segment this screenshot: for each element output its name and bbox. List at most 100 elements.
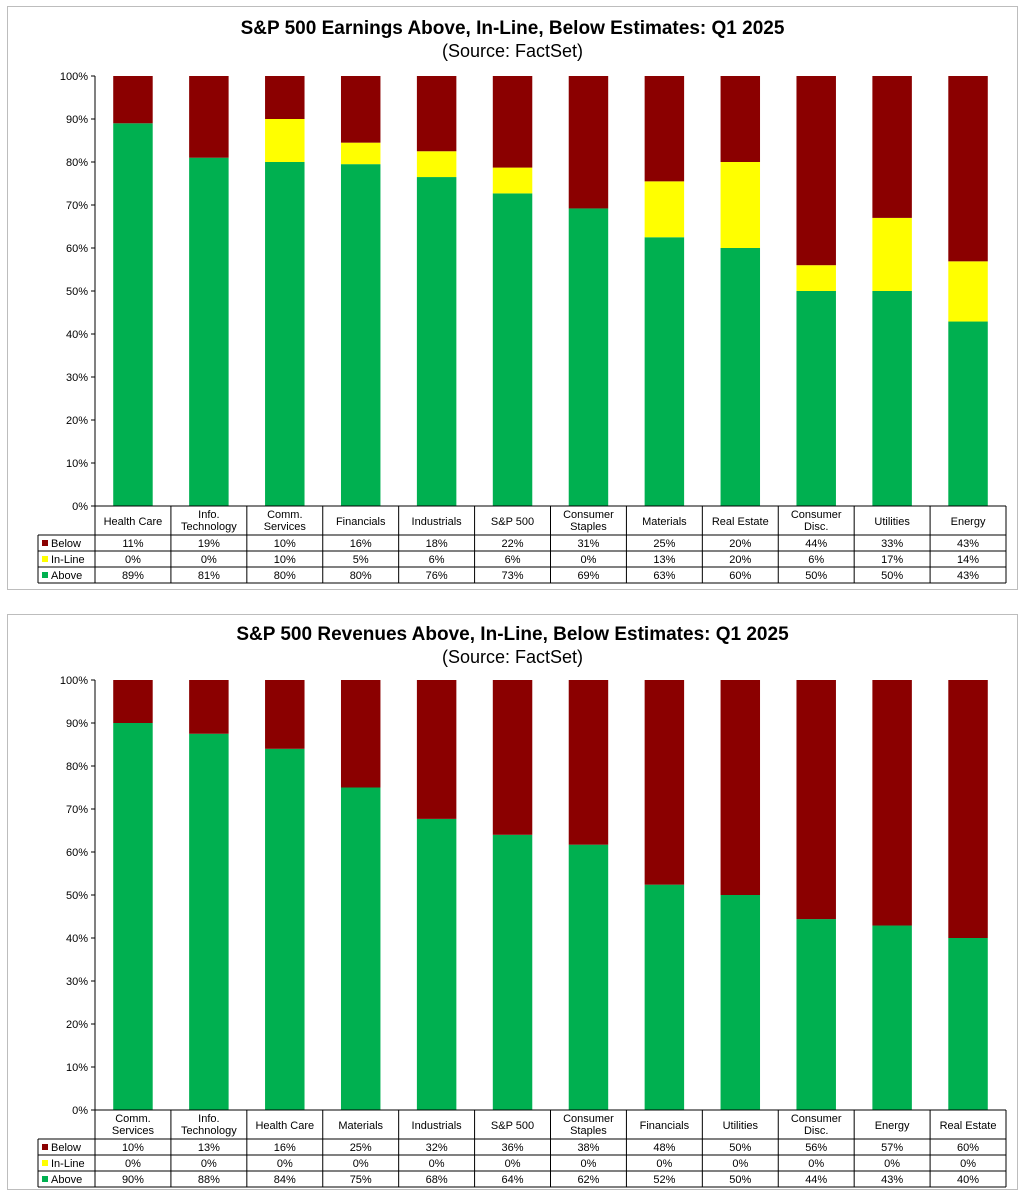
category-label-info-technology: Info. Technology (181, 509, 237, 533)
category-label-industrials: Industrials (412, 1120, 463, 1132)
table-cell-in-line-health-care: 0% (125, 554, 141, 566)
bar-below-comm-services (265, 76, 305, 119)
bar-above-s-p-500 (492, 193, 533, 506)
table-cell-below-comm-services: 10% (122, 1142, 144, 1154)
y-tick-label: 90% (66, 718, 88, 730)
table-cell-in-line-industrials: 6% (429, 554, 445, 566)
table-cell-below-utilities: 33% (881, 538, 903, 550)
category-label-materials: Materials (642, 516, 687, 528)
bar-above-real-estate (948, 938, 988, 1110)
category-label-comm-services: Comm. Services (264, 509, 307, 533)
y-tick-label: 10% (66, 458, 88, 470)
table-cell-above-energy: 43% (957, 570, 979, 582)
table-cell-below-health-care: 16% (274, 1142, 296, 1154)
table-cell-above-consumer-disc: 44% (805, 1174, 827, 1186)
y-tick-label: 20% (66, 1019, 88, 1031)
category-label-real-estate: Real Estate (940, 1120, 997, 1132)
bar-above-financials (644, 884, 685, 1110)
table-cell-in-line-materials: 0% (353, 1158, 369, 1170)
y-tick-label: 80% (66, 761, 88, 773)
bar-above-consumer-disc (796, 291, 836, 506)
bar-above-health-care (265, 748, 305, 1110)
table-cell-below-s-p-500: 36% (502, 1142, 524, 1154)
bar-above-industrials (416, 818, 457, 1110)
category-label-consumer-staples: Consumer Staples (563, 509, 614, 533)
bar-below-financials (644, 680, 685, 885)
table-cell-in-line-consumer-staples: 0% (581, 1158, 597, 1170)
table-cell-in-line-energy: 14% (957, 554, 979, 566)
y-tick-label: 40% (66, 933, 88, 945)
table-cell-below-financials: 48% (653, 1142, 675, 1154)
legend-key-below (42, 540, 48, 546)
y-tick-label: 70% (66, 200, 88, 212)
category-label-utilities: Utilities (874, 516, 910, 528)
bar-below-industrials (416, 76, 457, 152)
category-label-financials: Financials (640, 1120, 690, 1132)
table-cell-above-s-p-500: 73% (502, 570, 524, 582)
table-cell-below-health-care: 11% (122, 538, 143, 550)
chart-subtitle: (Source: FactSet) (442, 647, 583, 667)
bar-above-consumer-staples (568, 844, 609, 1110)
revenues-chart-panel: S&P 500 Revenues Above, In-Line, Below E… (7, 614, 1018, 1190)
y-tick-label: 10% (66, 1062, 88, 1074)
table-cell-in-line-utilities: 0% (732, 1158, 748, 1170)
table-cell-below-comm-services: 10% (274, 538, 296, 550)
bar-in-line-financials (340, 142, 381, 165)
category-label-real-estate: Real Estate (712, 516, 769, 528)
table-cell-in-line-consumer-staples: 0% (581, 554, 597, 566)
bar-above-financials (340, 164, 381, 506)
y-tick-label: 20% (66, 415, 88, 427)
table-cell-above-consumer-disc: 50% (805, 570, 827, 582)
bar-in-line-industrials (416, 151, 457, 178)
table-cell-below-consumer-staples: 31% (577, 538, 599, 550)
table-cell-above-s-p-500: 64% (502, 1174, 524, 1186)
bar-above-energy (872, 925, 912, 1110)
table-cell-in-line-utilities: 17% (881, 554, 903, 566)
chart-subtitle: (Source: FactSet) (442, 41, 583, 61)
bar-below-s-p-500 (492, 680, 533, 835)
table-cell-above-financials: 52% (653, 1174, 675, 1186)
table-cell-above-real-estate: 60% (729, 570, 751, 582)
table-cell-above-health-care: 84% (274, 1174, 296, 1186)
bar-below-energy (948, 76, 988, 262)
bar-below-utilities (872, 76, 912, 218)
table-cell-above-comm-services: 80% (274, 570, 296, 582)
category-label-consumer-disc: Consumer Disc. (791, 1113, 842, 1137)
table-cell-below-real-estate: 60% (957, 1142, 979, 1154)
y-tick-label: 30% (66, 976, 88, 988)
y-tick-label: 50% (66, 890, 88, 902)
table-cell-above-utilities: 50% (881, 570, 903, 582)
table-cell-in-line-comm-services: 0% (125, 1158, 141, 1170)
table-cell-below-materials: 25% (350, 1142, 372, 1154)
table-cell-below-industrials: 32% (426, 1142, 448, 1154)
table-cell-in-line-energy: 0% (884, 1158, 900, 1170)
table-cell-below-industrials: 18% (426, 538, 448, 550)
table-cell-below-consumer-staples: 38% (577, 1142, 599, 1154)
chart-title: S&P 500 Earnings Above, In-Line, Below E… (241, 18, 785, 39)
legend-key-above (42, 1176, 48, 1182)
bar-above-comm-services (113, 723, 153, 1110)
bar-in-line-energy (948, 261, 988, 322)
table-cell-in-line-info-technology: 0% (201, 554, 217, 566)
bar-above-consumer-disc (796, 919, 836, 1110)
table-cell-below-real-estate: 20% (729, 538, 751, 550)
table-cell-in-line-s-p-500: 6% (505, 554, 521, 566)
y-tick-label: 0% (72, 501, 88, 513)
table-cell-in-line-s-p-500: 0% (505, 1158, 521, 1170)
legend-key-above (42, 572, 48, 578)
bar-below-materials (340, 680, 381, 788)
category-label-financials: Financials (336, 516, 386, 528)
category-label-industrials: Industrials (412, 516, 463, 528)
table-cell-above-health-care: 89% (122, 570, 144, 582)
category-label-energy: Energy (951, 516, 986, 528)
bar-below-info-technology (189, 76, 229, 158)
bar-above-comm-services (265, 162, 305, 506)
bar-below-health-care (113, 76, 153, 124)
table-cell-below-energy: 43% (957, 538, 979, 550)
legend-label-above: Above (51, 570, 82, 582)
table-cell-above-industrials: 68% (426, 1174, 448, 1186)
legend-key-in-line (42, 1160, 48, 1166)
y-tick-label: 80% (66, 157, 88, 169)
category-label-s-p-500: S&P 500 (491, 1120, 534, 1132)
legend-label-in-line: In-Line (51, 1158, 85, 1170)
